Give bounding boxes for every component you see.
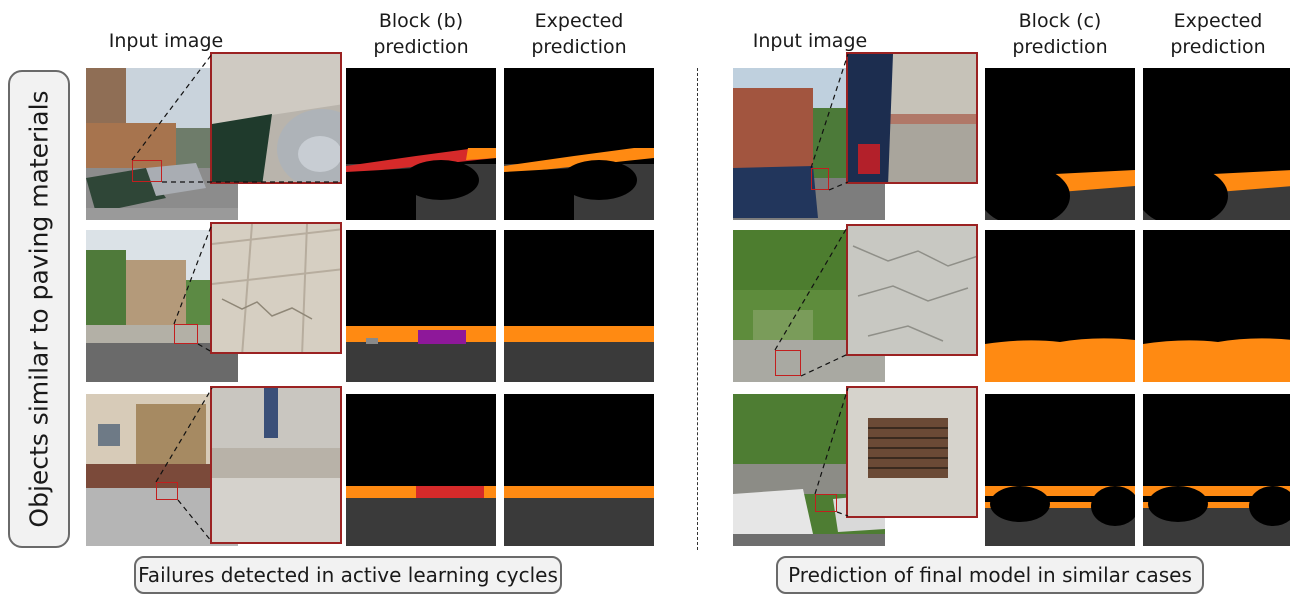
right-row3-block-c-prediction [985,394,1135,546]
right-panel-caption: Prediction of final model in similar cas… [776,556,1204,594]
right-row2-block-c-prediction [985,230,1135,382]
left-header-input-text: Input image [108,30,224,52]
right-row3-selection-box [815,494,837,512]
right-row2-expected-prediction [1143,230,1290,382]
right-row1-zoom-inset [846,52,978,184]
right-row1-selection-box [811,168,829,190]
left-panel-caption: Failures detected in active learning cyc… [134,556,562,594]
right-row2-selection-box [775,350,801,376]
right-row1-expected-prediction [1143,68,1290,220]
left-header-exp-line1: Expected [534,10,624,32]
right-header-input-text: Input image [752,30,868,52]
left-row2-selection-box [174,324,198,344]
side-category-label: Objects similar to paving materials [8,70,70,548]
left-header-prediction: Block (b) prediction [346,8,496,60]
left-header-pred-line2: prediction [373,36,469,58]
right-panel-caption-text: Prediction of final model in similar cas… [788,563,1192,587]
left-row2-block-b-prediction [346,230,496,382]
left-row1-selection-box [132,160,162,182]
left-row3-block-b-prediction [346,394,496,546]
right-header-prediction: Block (c) prediction [985,8,1135,60]
right-row2-zoom-inset [846,224,978,356]
right-header-input: Input image [740,28,880,54]
left-header-expected: Expected prediction [504,8,654,60]
right-row3-zoom-inset [846,386,978,518]
side-category-text: Objects similar to paving materials [24,90,54,528]
left-row3-selection-box [156,482,178,500]
left-header-input: Input image [96,28,236,54]
left-header-exp-line2: prediction [531,36,627,58]
right-header-expected: Expected prediction [1143,8,1290,60]
panel-divider [697,68,698,550]
right-header-exp-line1: Expected [1173,10,1263,32]
right-header-pred-line1: Block (c) [1018,10,1102,32]
left-row3-zoom-inset [210,386,342,544]
right-header-exp-line2: prediction [1170,36,1266,58]
right-row3-expected-prediction [1143,394,1290,546]
right-row1-block-c-prediction [985,68,1135,220]
left-row2-zoom-inset [210,222,342,354]
left-row3-expected-prediction [504,394,654,546]
left-row1-zoom-inset [210,52,342,184]
right-header-pred-line2: prediction [1012,36,1108,58]
left-row1-expected-prediction [504,68,654,220]
left-panel-caption-text: Failures detected in active learning cyc… [138,563,558,587]
left-header-pred-line1: Block (b) [378,10,464,32]
left-row2-expected-prediction [504,230,654,382]
left-row1-block-b-prediction [346,68,496,220]
